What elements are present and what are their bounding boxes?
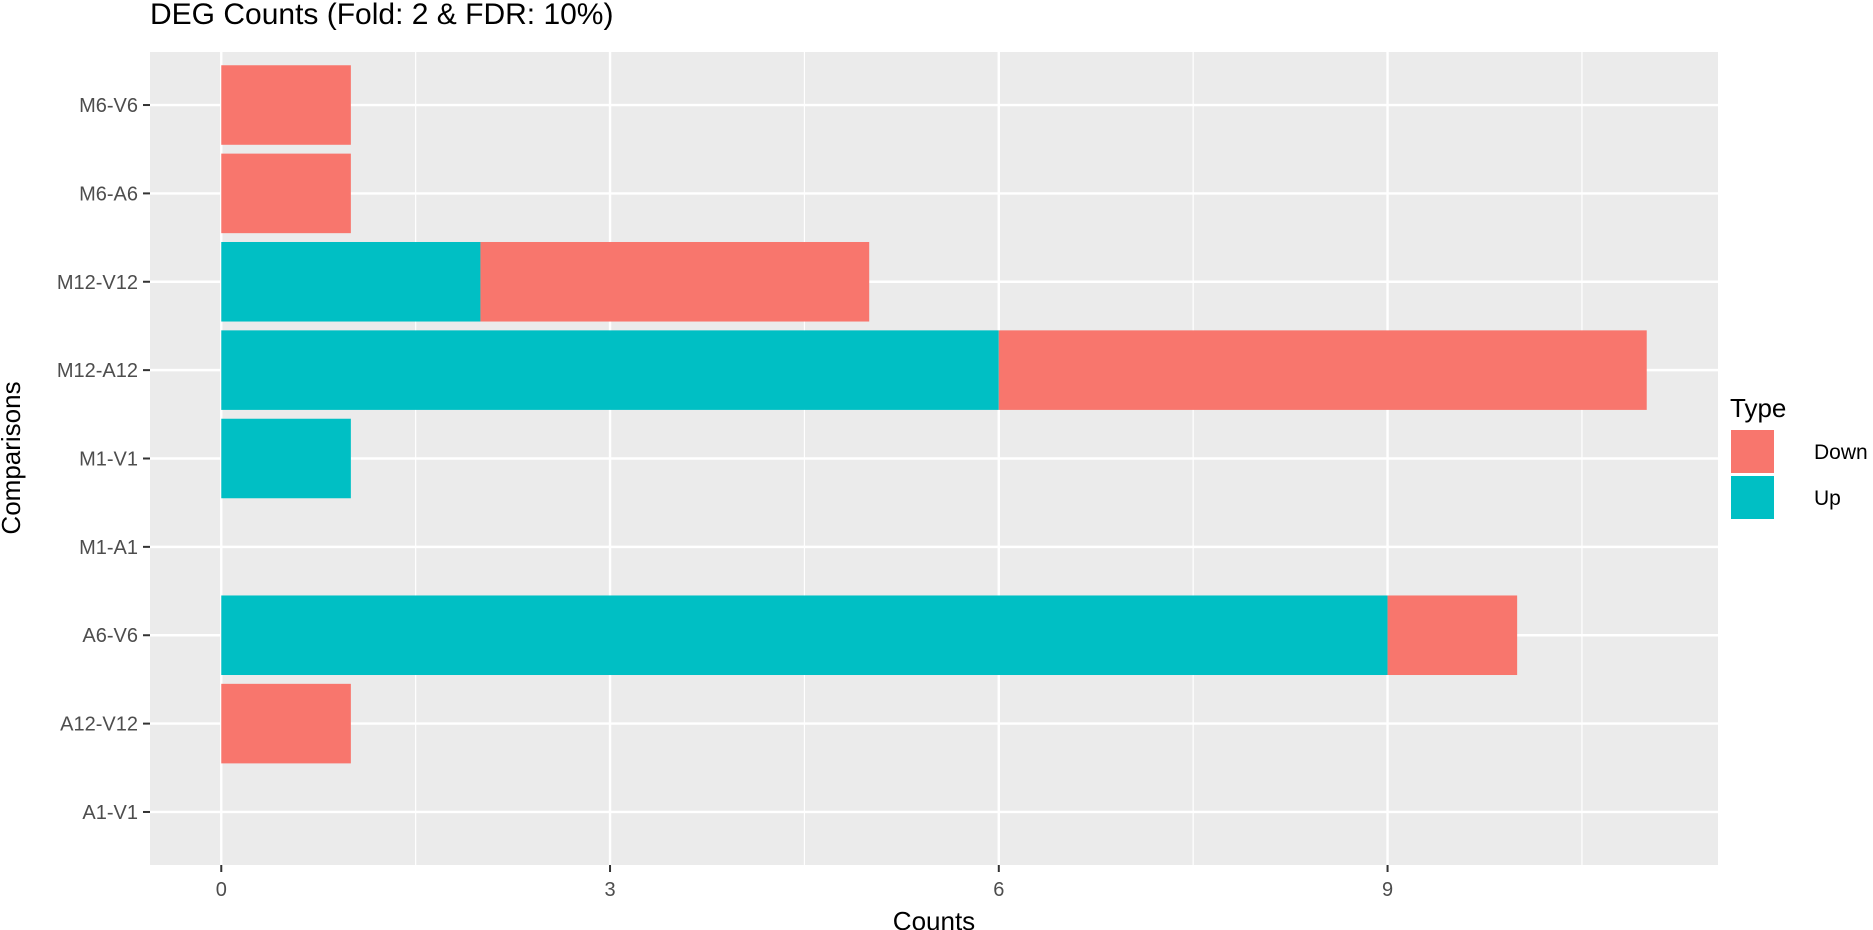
bar-up: M12-A12 Up: 6 [221,330,999,410]
bar-up: M1-V1 Up: 1 [221,418,351,499]
x-tick-label: 3 [604,879,615,901]
y-tick-label: M1-V1 [79,449,138,471]
y-tick-label: M12-A12 [57,360,138,382]
bar-down: A6-V6 Down: 1 [1387,595,1518,676]
bar-up: M12-V12 Up: 2 [221,241,481,322]
bar-up: A6-V6 Up: 9 [221,595,1388,676]
bar-down: M6-V6 Down: 1 [221,65,351,145]
legend-key-up [1731,476,1774,519]
bar-down: M12-A12 Down: 5 [998,330,1647,410]
bar-down: M6-A6 Down: 1 [221,153,351,234]
legend-label: Down [1814,441,1868,464]
y-tick-label: A12-V12 [60,714,138,736]
legend-title: Type [1730,393,1786,423]
y-tick-label: M12-V12 [57,272,138,294]
bar-down: A12-V12 Down: 1 [221,683,351,764]
y-tick-label: A6-V6 [82,625,138,647]
axes: 0 3 6 9 A1-V1 A12-V12 A6-V6 M1-A1 M1-V1 M12-A12 M1… [57,95,1393,901]
x-tick-label: 9 [1382,879,1393,901]
y-tick-label: M6-V6 [79,95,138,117]
legend: Type Down Up [1730,393,1868,519]
y-tick-label: A1-V1 [82,802,138,824]
x-tick-label: 0 [216,879,227,901]
x-axis-title: Counts [893,906,975,930]
legend-key-down [1731,430,1774,473]
legend-label: Up [1814,487,1841,510]
y-tick-label: M1-A1 [79,537,138,559]
chart-title: DEG Counts (Fold: 2 & FDR: 10%) [150,0,613,31]
y-axis-title: Comparisons [0,381,26,534]
y-tick-label: M6-A6 [79,183,138,205]
bar-down: M12-V12 Down: 3 [480,241,870,322]
x-tick-label: 6 [993,879,1004,901]
bars: A12-V12 Down: 1A6-V6 Up: 9A6-V6 Down: 1 M… [221,65,1647,764]
